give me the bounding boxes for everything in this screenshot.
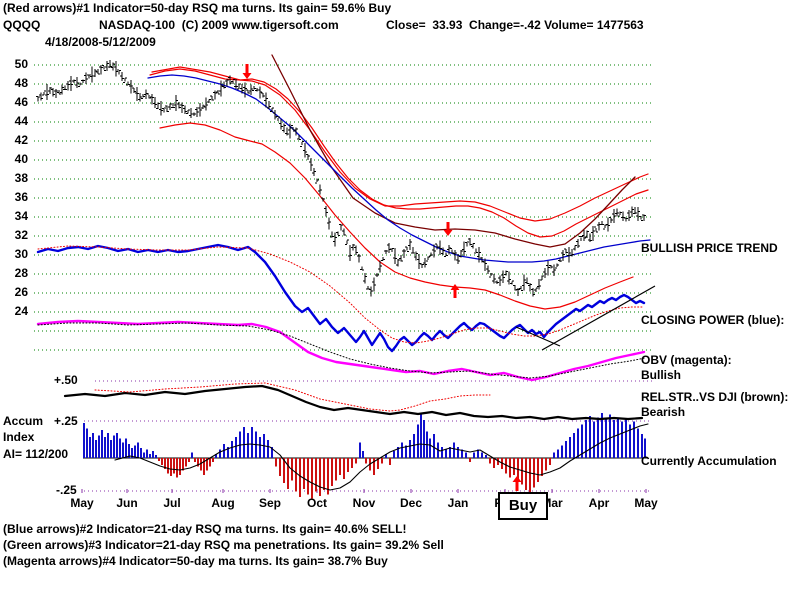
- red-down-arrow-aug: [242, 64, 252, 79]
- month-label-0-may: May: [70, 496, 94, 510]
- label-index: Index: [3, 430, 35, 444]
- red-down-arrow-dec: [443, 222, 453, 236]
- label-rel-str-state: Bearish: [641, 405, 686, 419]
- header-indicator-line: (Red arrows)#1 Indicator=50-day RSQ ma t…: [3, 1, 392, 15]
- price-axis-label-34: 34: [14, 209, 28, 223]
- price-axis-label-28: 28: [14, 266, 28, 280]
- date-range: 4/18/2008-5/12/2009: [45, 35, 156, 49]
- price-axis-label-50: 50: [14, 57, 28, 71]
- month-label-6-nov: Nov: [352, 496, 376, 510]
- label-currently-accumulation: Currently Accumulation: [641, 454, 777, 468]
- scale-label-plus50: +.50: [54, 373, 78, 387]
- red-up-arrow-buy: [512, 476, 522, 491]
- price-axis-label-26: 26: [14, 285, 28, 299]
- label-obv-state: Bullish: [641, 368, 682, 382]
- quote-summary: Close= 33.93 Change=-.42 Volume= 1477563: [386, 18, 644, 32]
- label-rel-str: REL.STR..VS DJI (brown):: [641, 390, 789, 404]
- price-axis-label-40: 40: [14, 152, 28, 166]
- footer-indicator4-line: (Magenta arrows)#4 Indicator=50-day ma t…: [3, 554, 388, 568]
- month-label-8-jan: Jan: [447, 496, 469, 510]
- price-axis-label-24: 24: [14, 304, 28, 318]
- scale-label-minus25: -.25: [56, 483, 77, 497]
- label-closing-power: CLOSING POWER (blue):: [641, 313, 785, 327]
- price-axis-label-38: 38: [14, 171, 28, 185]
- month-label-1-jun: Jun: [116, 496, 138, 510]
- footer-indicator3-line: (Green arrows)#3 Indicator=21-day RSQ ma…: [3, 538, 444, 552]
- chart-title: NASDAQ-100 (C) 2009 www.tigersoft.com: [99, 18, 339, 32]
- month-label-3-aug: Aug: [211, 496, 235, 510]
- month-label-7-dec: Dec: [399, 496, 422, 510]
- month-label-4-sep: Sep: [258, 496, 281, 510]
- footer-indicator2-line: (Blue arrows)#2 Indicator=21-day RSQ ma …: [3, 522, 407, 536]
- price-axis-label-36: 36: [14, 190, 28, 204]
- price-axis-label-44: 44: [14, 114, 28, 128]
- price-axis-label-42: 42: [14, 133, 28, 147]
- price-axis-label-32: 32: [14, 228, 28, 242]
- scale-label-plus25: +.25: [54, 414, 78, 428]
- red-up-arrow-dec: [450, 284, 460, 298]
- label-accum: Accum: [3, 414, 44, 428]
- price-axis-label-30: 30: [14, 247, 28, 261]
- ticker-symbol: QQQQ: [3, 18, 41, 32]
- month-label-5-oct: Oct: [306, 496, 327, 510]
- label-obv: OBV (magenta):: [641, 353, 732, 367]
- month-label-11-apr: Apr: [588, 496, 610, 510]
- month-label-2-jul: Jul: [163, 496, 181, 510]
- buy-signal-marker[interactable]: Buy: [498, 492, 548, 520]
- label-bullish-price-trend: BULLISH PRICE TREND: [641, 241, 778, 255]
- month-label-12-may: May: [634, 496, 658, 510]
- price-axis-label-48: 48: [14, 76, 28, 90]
- price-axis-label-46: 46: [14, 95, 28, 109]
- label-ai-value: AI= 112/200: [3, 447, 69, 461]
